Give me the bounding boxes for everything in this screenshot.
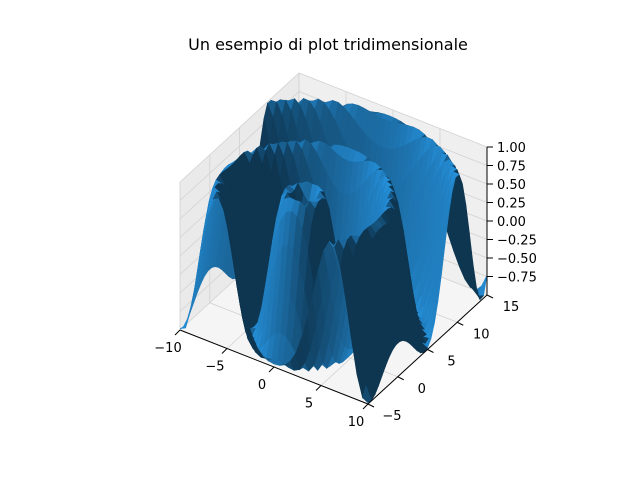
y-tick [457, 321, 464, 326]
surface-mesh [179, 97, 488, 404]
y-tick [397, 376, 404, 381]
z-tick-label: 1.00 [497, 141, 526, 156]
tick-labels: −10 −5 0 5 10 −5 0 5 10 15 −0.75 −0.50 −0.25 0.00 0.25… [154, 141, 537, 430]
x-tick [362, 403, 369, 410]
chart-title: Un esempio di plot tridimensionale [188, 35, 468, 54]
y-tick-label: 0 [418, 382, 426, 397]
x-tick-label: −10 [154, 341, 181, 356]
z-tick-label: −0.75 [497, 271, 537, 286]
x-tick-label: 0 [258, 378, 266, 393]
z-tick-label: −0.25 [497, 234, 537, 249]
y-tick-label: 5 [447, 355, 455, 370]
y-tick [367, 403, 375, 408]
y-tick-label: −5 [382, 409, 401, 424]
x-tick-label: 5 [305, 397, 313, 412]
x-tick-label: −5 [205, 360, 224, 375]
x-tick [174, 329, 181, 336]
x-tick [315, 385, 322, 391]
x-tick [268, 366, 275, 373]
y-tick [486, 294, 494, 299]
z-tick-label: 0.00 [497, 215, 526, 230]
z-tick-label: 0.25 [497, 197, 526, 212]
z-tick-label: 0.50 [497, 178, 526, 193]
grid-line-z [179, 72, 488, 183]
z-tick-label: 0.75 [497, 160, 526, 175]
x-tick-label: 10 [348, 415, 365, 430]
x-tick [221, 348, 228, 354]
z-tick-label: −0.50 [497, 252, 537, 267]
y-tick-label: 10 [473, 327, 490, 342]
y-tick-label: 15 [503, 300, 520, 315]
y-tick [427, 349, 434, 353]
